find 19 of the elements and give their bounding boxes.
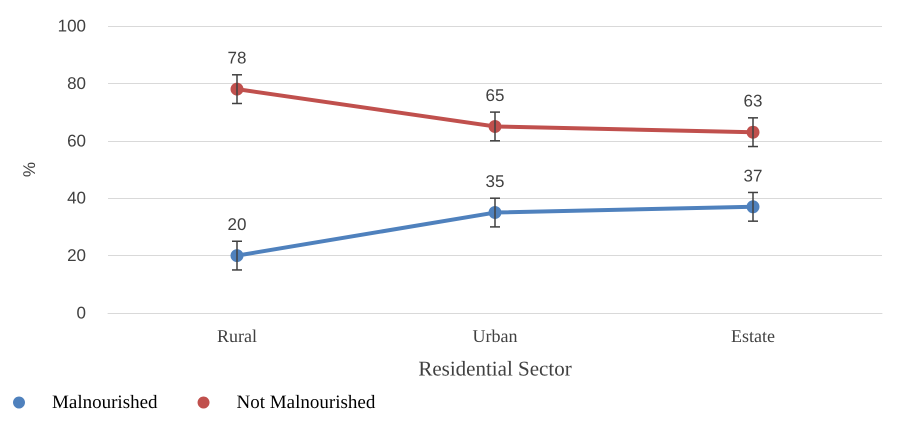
x-tick-label: Estate [731,326,775,346]
legend-label: Not Malnourished [236,392,376,413]
x-tick-label: Rural [217,326,257,346]
y-tick-label: 60 [67,131,86,150]
x-axis-title: Residential Sector [418,356,572,380]
legend-label: Malnourished [52,392,158,413]
data-label: 65 [486,86,504,105]
y-tick-label: 20 [67,246,86,266]
y-axis-title: % [20,162,39,178]
y-tick-label: 80 [67,74,86,93]
data-label: 78 [228,48,246,68]
y-tick-label: 0 [76,304,86,322]
y-tick-label: 100 [58,16,86,36]
x-tick-label: Urban [472,326,518,346]
data-label: 20 [228,215,246,234]
data-label: 35 [486,172,504,192]
data-label: 63 [744,92,762,111]
y-tick-label: 40 [67,188,86,208]
data-label: 37 [744,166,762,186]
